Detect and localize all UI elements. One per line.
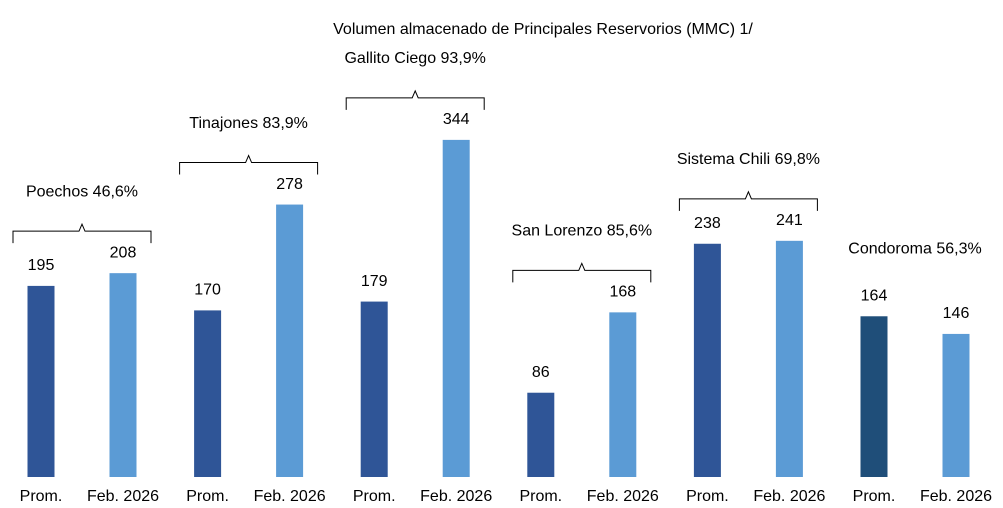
value-label: 278 bbox=[276, 176, 303, 193]
group-label: Tinajones 83,9% bbox=[189, 115, 308, 132]
x-tick-label: Prom. bbox=[519, 488, 562, 505]
bar bbox=[693, 243, 721, 477]
value-label: 164 bbox=[861, 287, 888, 304]
x-tick-label: Feb. 2026 bbox=[254, 488, 326, 505]
group-label: Condoroma 56,3% bbox=[848, 240, 981, 257]
value-label: 146 bbox=[943, 305, 970, 322]
value-label: 238 bbox=[694, 215, 721, 232]
x-tick-label: Prom. bbox=[186, 488, 229, 505]
group-label: Sistema Chili 69,8% bbox=[677, 151, 820, 168]
x-tick-label: Prom. bbox=[686, 488, 729, 505]
bracket bbox=[512, 262, 652, 283]
value-label: 168 bbox=[609, 284, 636, 301]
x-tick-label: Prom. bbox=[353, 488, 396, 505]
bar bbox=[860, 316, 888, 477]
x-tick-label: Feb. 2026 bbox=[920, 488, 992, 505]
bar bbox=[442, 139, 470, 477]
group-label: Poechos 46,6% bbox=[26, 183, 138, 200]
value-label: 86 bbox=[532, 364, 550, 381]
bar bbox=[109, 273, 137, 477]
x-tick-label: Feb. 2026 bbox=[753, 488, 825, 505]
bracket bbox=[678, 190, 818, 211]
bar bbox=[942, 333, 970, 477]
bar bbox=[609, 312, 637, 477]
chart-title: Volumen almacenado de Principales Reserv… bbox=[333, 21, 753, 38]
bar bbox=[775, 240, 803, 477]
x-tick-label: Feb. 2026 bbox=[587, 488, 659, 505]
x-tick-label: Feb. 2026 bbox=[87, 488, 159, 505]
value-label: 170 bbox=[194, 282, 221, 299]
value-label: 195 bbox=[28, 257, 55, 274]
group-label: San Lorenzo 85,6% bbox=[512, 223, 653, 240]
value-label: 208 bbox=[110, 244, 137, 261]
bar bbox=[527, 392, 555, 477]
bar bbox=[360, 301, 388, 477]
x-tick-label: Prom. bbox=[853, 488, 896, 505]
value-label: 344 bbox=[443, 111, 470, 128]
bar bbox=[276, 204, 304, 477]
bracket bbox=[179, 154, 319, 175]
bracket bbox=[345, 89, 485, 110]
x-tick-label: Prom. bbox=[20, 488, 63, 505]
bar bbox=[27, 285, 55, 477]
group-label: Gallito Ciego 93,9% bbox=[344, 50, 485, 67]
x-tick-label: Feb. 2026 bbox=[420, 488, 492, 505]
bracket bbox=[12, 222, 152, 244]
value-label: 179 bbox=[361, 273, 388, 290]
value-label: 241 bbox=[776, 212, 803, 229]
bar bbox=[194, 310, 222, 477]
